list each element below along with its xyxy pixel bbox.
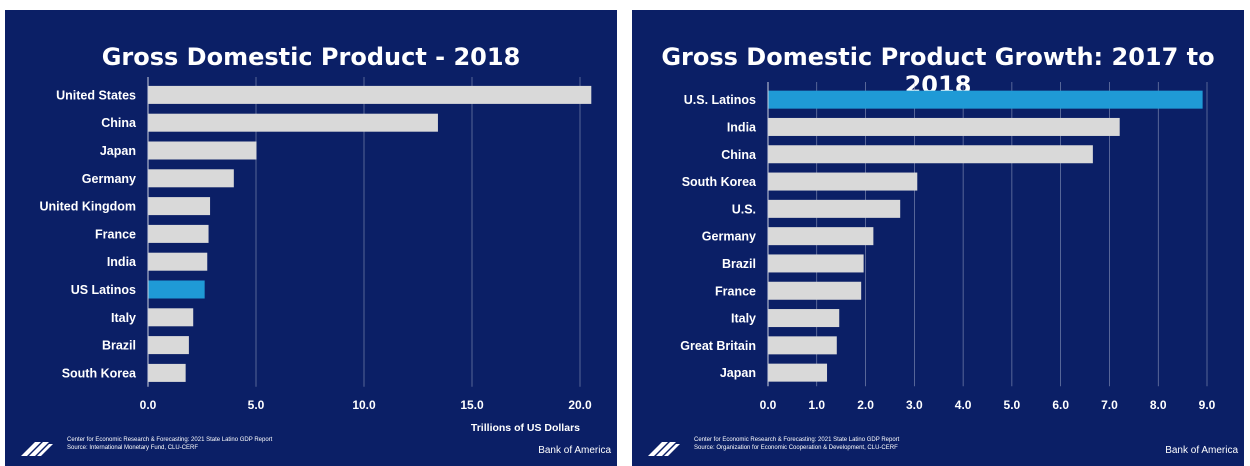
bar-u-s- [768, 199, 901, 218]
bar-south-korea [768, 172, 918, 191]
x-tick-label: 5.0 [248, 398, 265, 412]
credit-line-source: Source: Organization for Economic Cooper… [694, 444, 898, 451]
x-tick-label: 5.0 [1004, 398, 1021, 412]
bar-united-kingdom [148, 197, 211, 216]
source-credit: Center for Economic Research & Forecasti… [67, 437, 272, 452]
bar-brazil [768, 254, 864, 273]
bar-u-s-latinos [768, 90, 1203, 109]
bar-france [768, 281, 862, 300]
bar-france [148, 224, 209, 243]
x-tick-label: 15.0 [460, 398, 484, 412]
category-label: Japan [720, 366, 756, 380]
category-label: China [101, 116, 137, 130]
x-tick-label: 20.0 [568, 398, 592, 412]
category-label: Brazil [102, 339, 136, 353]
chart-panel-gdp-2018: Gross Domestic Product - 2018 0.0 5.0 10.0… [5, 10, 617, 466]
category-label: France [95, 227, 136, 241]
bar-us-latinos [148, 280, 205, 299]
category-label: United Kingdom [39, 200, 136, 214]
bar-south-korea [148, 363, 186, 382]
x-tick-label: 1.0 [808, 398, 825, 412]
bar-germany [148, 169, 234, 188]
x-tick-label: 7.0 [1101, 398, 1118, 412]
category-label: Italy [731, 312, 756, 326]
category-label: China [721, 148, 757, 162]
category-label: India [727, 120, 757, 134]
x-tick-label: 9.0 [1199, 398, 1216, 412]
bar-united-states [148, 85, 592, 104]
bar-germany [768, 227, 874, 246]
bar-italy [768, 309, 840, 328]
bar-india [148, 252, 208, 271]
x-tick-label: 10.0 [352, 398, 376, 412]
x-axis-label: Trillions of US Dollars [471, 422, 580, 434]
bar-japan [768, 363, 828, 382]
x-tick-label: 0.0 [140, 398, 157, 412]
category-label: France [715, 284, 756, 298]
category-label: Italy [111, 311, 136, 325]
brand-name: Bank of America [1165, 445, 1238, 456]
x-tick-label: 0.0 [760, 398, 777, 412]
bar-japan [148, 141, 257, 160]
credit-line-report: Center for Economic Research & Forecasti… [694, 437, 900, 443]
x-tick-label: 3.0 [906, 398, 923, 412]
category-label: Germany [82, 172, 136, 186]
bar-chart-gdp-2018: 0.0 5.0 10.0 15.0 20.0 United States China Japa… [39, 77, 592, 434]
category-label: South Korea [62, 366, 137, 380]
category-label: Germany [702, 230, 756, 244]
chart-panel-gdp-growth: Gross Domestic Product Growth: 2017 to 2… [632, 10, 1244, 466]
category-label: Japan [100, 144, 136, 158]
x-tick-label: 2.0 [857, 398, 874, 412]
chart-footer: Center for Economic Research & Forecasti… [5, 426, 617, 466]
bar-italy [148, 308, 194, 327]
brand-name: Bank of America [538, 445, 611, 456]
x-tick-label: 4.0 [955, 398, 972, 412]
category-label: Great Britain [680, 339, 756, 353]
category-label: South Korea [682, 175, 757, 189]
bar-china [768, 145, 1093, 164]
bar-india [768, 117, 1120, 136]
category-label: U.S. [732, 202, 756, 216]
category-label: United States [56, 88, 136, 102]
credit-line-report: Center for Economic Research & Forecasti… [67, 437, 273, 443]
bank-logo-icon [648, 442, 680, 456]
credit-line-source: Source: International Monetary Fund, CLU… [67, 444, 199, 451]
x-tick-label: 6.0 [1052, 398, 1069, 412]
chart-title: Gross Domestic Product - 2018 [101, 43, 521, 71]
bar-great-britain [768, 336, 837, 355]
bar-chart-gdp-growth: 0.0 1.0 2.0 3.0 4.0 5.0 6.0 7.0 8.0 9.0 U.S. Latin… [680, 82, 1216, 412]
bar-brazil [148, 336, 189, 355]
category-label: India [107, 255, 137, 269]
category-label: Brazil [722, 257, 756, 271]
bar-china [148, 113, 438, 132]
x-tick-label: 8.0 [1150, 398, 1167, 412]
category-label: US Latinos [71, 283, 136, 297]
bank-logo-icon [21, 442, 53, 456]
chart-footer: Center for Economic Research & Forecasti… [632, 426, 1244, 466]
source-credit: Center for Economic Research & Forecasti… [694, 437, 899, 452]
category-label: U.S. Latinos [684, 93, 756, 107]
